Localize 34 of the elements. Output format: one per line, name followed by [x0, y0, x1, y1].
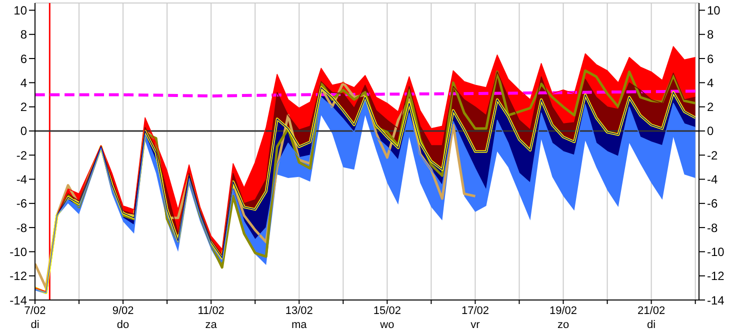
x-tick-label: 7/02 di [24, 305, 46, 331]
y2-tick-label: -8 [707, 220, 718, 235]
y-tick-label: 2 [20, 100, 28, 114]
y2-tick-label: -14 [707, 293, 725, 308]
x-tick-label: 21/02 di [638, 305, 666, 331]
y2-tick-label: -4 [707, 172, 718, 187]
x-tick-label: 11/02 za [198, 305, 224, 331]
y-tick-label: -10 [10, 244, 28, 259]
y-tick-label: 8 [20, 28, 28, 42]
y2-tick-label: 2 [707, 100, 714, 114]
y-tick-label: -4 [16, 172, 28, 187]
y-tick-label: -8 [16, 220, 28, 235]
y2-tick-label: 0 [707, 124, 714, 138]
y2-tick-label: 4 [707, 76, 714, 90]
y-tick-label: -14 [10, 293, 28, 308]
y2-tick-label: -12 [707, 269, 725, 284]
x-tick-label: 9/02 do [112, 305, 134, 331]
y-tick-label: -2 [16, 148, 28, 162]
y2-tick-label: -2 [707, 148, 718, 162]
y-tick-label: 0 [20, 124, 28, 138]
y2-tick-label: -6 [707, 196, 718, 211]
y-tick-label: 6 [20, 52, 28, 66]
y-tick-label: 10 [14, 4, 28, 18]
x-tick-label: 15/02 wo [373, 305, 401, 331]
x-tick-label: 13/02 ma [285, 305, 313, 331]
y-tick-label: 4 [20, 76, 28, 90]
y2-tick-label: 8 [707, 28, 714, 42]
y2-tick-label: 10 [707, 4, 721, 18]
y2-tick-label: -10 [707, 244, 725, 259]
x-tick-label: 19/02 zo [550, 305, 578, 331]
x-tick-label: 17/02 vr [461, 305, 489, 331]
y2-tick-label: 6 [707, 52, 714, 66]
y-tick-label: -12 [10, 269, 28, 284]
y-tick-label: -6 [16, 196, 28, 211]
